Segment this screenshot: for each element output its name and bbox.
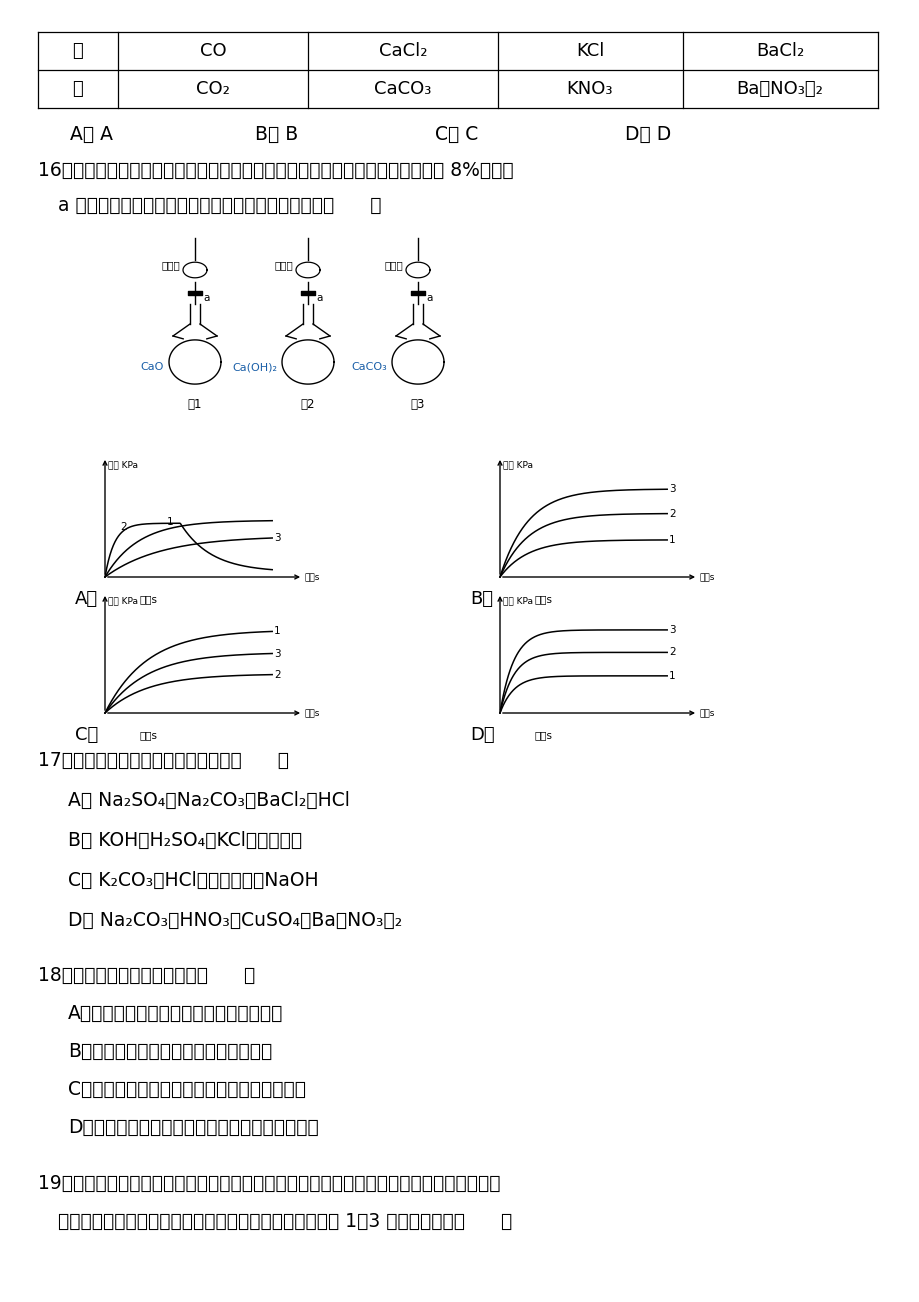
Text: A．: A．	[75, 590, 98, 608]
Text: CO: CO	[199, 42, 226, 60]
Text: B．: B．	[470, 590, 493, 608]
Text: a: a	[425, 293, 432, 303]
Text: 瓶1: 瓶1	[187, 397, 202, 410]
Text: 1: 1	[668, 671, 675, 681]
Text: D．: D．	[470, 727, 494, 743]
Text: 压强 KPa: 压强 KPa	[108, 596, 138, 605]
Text: 1: 1	[668, 535, 675, 546]
Text: 2: 2	[120, 522, 127, 533]
Text: 1: 1	[274, 626, 280, 637]
Text: 2: 2	[668, 647, 675, 658]
Text: 稀盐酸: 稀盐酸	[384, 260, 403, 270]
Text: 3: 3	[274, 533, 280, 543]
Text: C．反应物只有一种的化学反应一定是分解反应: C．反应物只有一种的化学反应一定是分解反应	[68, 1079, 306, 1099]
Text: 时间s: 时间s	[535, 594, 552, 604]
Text: C．: C．	[75, 727, 98, 743]
Text: A．能与酸反应的氧化物一定是碱性氧化物: A．能与酸反应的氧化物一定是碱性氧化物	[68, 1004, 283, 1022]
Text: 17．两两混合不能鉴别的一组溶液是（      ）: 17．两两混合不能鉴别的一组溶液是（ ）	[38, 750, 289, 769]
Text: CaO: CaO	[141, 362, 164, 372]
Text: 时间s: 时间s	[305, 710, 320, 719]
Text: CO₂: CO₂	[196, 79, 230, 98]
Text: 时间s: 时间s	[140, 594, 158, 604]
Text: 时间s: 时间s	[305, 573, 320, 582]
Text: 丙: 丙	[73, 79, 84, 98]
Text: KCl: KCl	[575, 42, 604, 60]
Text: B．均一、稳定、澄清的液体一定是溶液: B．均一、稳定、澄清的液体一定是溶液	[68, 1042, 272, 1061]
Text: 19．某混合溶液含有一定量的确酸銀、确酸銅和确酸钒，为逐一分离其中的金属元素，所加: 19．某混合溶液含有一定量的确酸銀、确酸銅和确酸钒，为逐一分离其中的金属元素，所…	[38, 1173, 500, 1193]
Text: 3: 3	[668, 625, 675, 635]
Text: A． A: A． A	[70, 125, 113, 143]
Text: 压强 KPa: 压强 KPa	[503, 596, 532, 605]
Text: 瓶2: 瓶2	[301, 397, 315, 410]
Text: 2: 2	[274, 669, 280, 680]
Text: BaCl₂: BaCl₂	[755, 42, 803, 60]
Text: 稀盐酸: 稀盐酸	[161, 260, 180, 270]
Text: D． D: D． D	[624, 125, 671, 143]
Text: 乙: 乙	[73, 42, 84, 60]
Text: a: a	[203, 293, 210, 303]
Text: 压强 KPa: 压强 KPa	[503, 460, 532, 469]
Text: B． B: B． B	[255, 125, 298, 143]
Text: 3: 3	[274, 648, 280, 659]
Text: a 处连接压强传感器，压强随时间变化图象正确的是（      ）: a 处连接压强传感器，压强随时间变化图象正确的是（ ）	[58, 195, 381, 215]
Text: 瓶3: 瓶3	[411, 397, 425, 410]
Text: 2: 2	[668, 509, 675, 518]
Text: CaCO₃: CaCO₃	[374, 79, 431, 98]
Text: KNO₃: KNO₃	[566, 79, 613, 98]
Text: a: a	[315, 293, 322, 303]
Text: B． KOH、H₂SO₄、KCl、酚酸试液: B． KOH、H₂SO₄、KCl、酚酸试液	[68, 831, 301, 849]
Text: C． C: C． C	[435, 125, 478, 143]
Text: 18．有关概念的叙述正确的是（      ）: 18．有关概念的叙述正确的是（ ）	[38, 966, 255, 984]
Text: CaCl₂: CaCl₂	[379, 42, 426, 60]
Text: 时间s: 时间s	[140, 730, 158, 740]
Text: 试剂均过量，且理论上氮氧化钓的消耗量最少。所加试剂 1－3 顺序正确的是（      ）: 试剂均过量，且理论上氮氧化钓的消耗量最少。所加试剂 1－3 顺序正确的是（ ）	[58, 1211, 512, 1230]
Text: 16．如图实验（装置气密性好），三种固体质量相同，分别滴入相同体积的浓度 8%盐酸，: 16．如图实验（装置气密性好），三种固体质量相同，分别滴入相同体积的浓度 8%盐…	[38, 160, 513, 180]
Text: 压强 KPa: 压强 KPa	[108, 460, 138, 469]
Text: C． K₂CO₃、HCl、石蕊试液、NaOH: C． K₂CO₃、HCl、石蕊试液、NaOH	[68, 871, 318, 889]
Text: 3: 3	[668, 484, 675, 495]
Text: 稀盐酸: 稀盐酸	[274, 260, 292, 270]
Text: CaCO₃: CaCO₃	[351, 362, 387, 372]
Text: D． Na₂CO₃、HNO₃、CuSO₄、Ba（NO₃）₂: D． Na₂CO₃、HNO₃、CuSO₄、Ba（NO₃）₂	[68, 910, 402, 930]
Text: 1: 1	[166, 517, 173, 527]
Text: D．元素存在形态发生改变的反应一定是化学变化: D．元素存在形态发生改变的反应一定是化学变化	[68, 1117, 318, 1137]
Text: A． Na₂SO₄、Na₂CO₃、BaCl₂、HCl: A． Na₂SO₄、Na₂CO₃、BaCl₂、HCl	[68, 790, 349, 810]
Text: 时间s: 时间s	[699, 710, 715, 719]
Text: Ba（NO₃）₂: Ba（NO₃）₂	[736, 79, 823, 98]
Text: 时间s: 时间s	[535, 730, 552, 740]
Text: Ca(OH)₂: Ca(OH)₂	[232, 362, 277, 372]
Text: 时间s: 时间s	[699, 573, 715, 582]
